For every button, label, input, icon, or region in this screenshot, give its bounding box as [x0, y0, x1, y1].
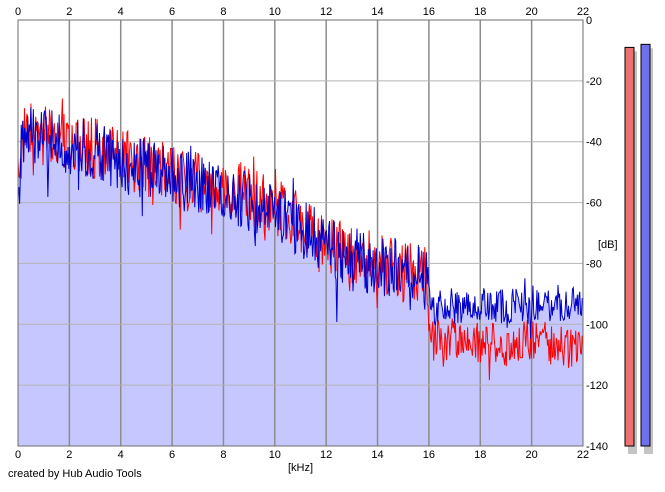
- x-tick-label-bottom: 14: [371, 449, 383, 461]
- x-tick-label-top: 0: [15, 6, 21, 18]
- level-meter-right: [640, 43, 651, 447]
- y-tick-label: -20: [586, 76, 602, 88]
- x-tick-label-top: 22: [577, 6, 589, 18]
- x-tick-label-top: 2: [66, 6, 72, 18]
- x-tick-label-bottom: 18: [474, 449, 486, 461]
- x-tick-label-bottom: 22: [577, 449, 589, 461]
- level-meter-left: [624, 46, 635, 447]
- x-tick-label-bottom: 4: [118, 449, 124, 461]
- series-line-red: [17, 98, 584, 381]
- plot-frame: [17, 19, 584, 447]
- x-tick-label-bottom: 10: [269, 449, 281, 461]
- x-tick-label-top: 4: [118, 6, 124, 18]
- x-tick-label-bottom: 20: [526, 449, 538, 461]
- x-tick-label-top: 10: [269, 6, 281, 18]
- x-tick-label-top: 18: [474, 6, 486, 18]
- x-tick-label-bottom: 0: [15, 449, 21, 461]
- x-tick-label-top: 14: [371, 6, 383, 18]
- x-axis-label: [kHz]: [288, 462, 313, 474]
- series-line-blue: [17, 107, 584, 339]
- y-axis-label: [dB]: [598, 239, 618, 251]
- x-tick-label-top: 6: [169, 6, 175, 18]
- y-tick-label: -80: [586, 258, 602, 270]
- x-tick-label-top: 8: [220, 6, 226, 18]
- y-tick-label: 0: [586, 15, 592, 27]
- x-tick-label-bottom: 2: [66, 449, 72, 461]
- y-tick-label: -40: [586, 137, 602, 149]
- x-tick-label-bottom: 12: [320, 449, 332, 461]
- y-tick-label: -140: [586, 441, 608, 453]
- x-tick-label-bottom: 16: [423, 449, 435, 461]
- x-tick-label-bottom: 6: [169, 449, 175, 461]
- credit-text: created by Hub Audio Tools: [8, 468, 142, 480]
- x-tick-label-top: 16: [423, 6, 435, 18]
- y-tick-label: -120: [586, 380, 608, 392]
- y-tick-label: -100: [586, 319, 608, 331]
- y-tick-label: -60: [586, 198, 602, 210]
- x-tick-label-bottom: 8: [220, 449, 226, 461]
- x-tick-label-top: 12: [320, 6, 332, 18]
- x-tick-label-top: 20: [526, 6, 538, 18]
